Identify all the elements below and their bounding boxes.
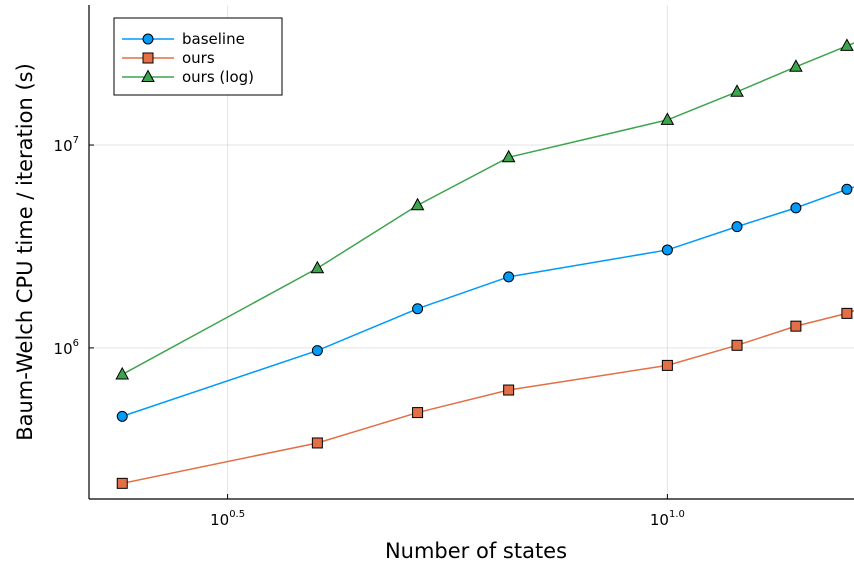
data-point xyxy=(790,320,802,332)
data-point xyxy=(503,384,515,396)
legend-box xyxy=(113,17,283,96)
legend-item-ours-log: ours (log) xyxy=(122,68,254,86)
legend-label: ours xyxy=(182,49,215,67)
data-point xyxy=(410,197,425,211)
legend-item-baseline: baseline xyxy=(122,30,245,48)
data-point xyxy=(116,410,128,422)
series-line xyxy=(121,186,854,418)
data-point xyxy=(115,366,130,380)
series-layer xyxy=(115,38,854,489)
data-point xyxy=(841,307,853,319)
data-point xyxy=(412,407,424,419)
data-point xyxy=(661,359,673,371)
y-axis-title: Baum-Welch CPU time / iteration (s) xyxy=(13,63,37,441)
x-axis-title: Number of states xyxy=(385,539,567,563)
data-point xyxy=(503,271,515,283)
series-baseline xyxy=(116,183,854,422)
data-point xyxy=(789,59,803,72)
data-point xyxy=(731,221,743,233)
data-point xyxy=(501,149,516,163)
legend-marker xyxy=(142,33,154,45)
data-point xyxy=(790,202,802,214)
y-tick-label: 106 xyxy=(54,338,79,358)
data-point xyxy=(311,437,323,449)
data-point xyxy=(841,183,853,195)
x-tick-label: 100.5 xyxy=(210,509,245,529)
data-point xyxy=(731,339,743,351)
data-point xyxy=(412,303,424,315)
legend-marker xyxy=(141,69,155,82)
legend-label: ours (log) xyxy=(182,68,254,86)
legend-marker xyxy=(142,52,154,64)
data-point xyxy=(311,345,323,357)
y-tick-label: 107 xyxy=(54,135,79,155)
data-point xyxy=(730,84,744,97)
series-line xyxy=(122,309,854,485)
series-ours-log xyxy=(115,38,854,380)
legend-label: baseline xyxy=(182,30,245,48)
x-tick-label: 101.0 xyxy=(650,509,685,529)
data-point xyxy=(116,477,128,489)
axes xyxy=(88,5,854,500)
legend-item-ours: ours xyxy=(122,49,215,67)
data-point xyxy=(660,112,675,125)
data-point xyxy=(661,244,673,256)
data-point xyxy=(840,38,854,51)
tick-labels: 100.5 101.0 106 107 xyxy=(54,135,685,529)
series-line xyxy=(121,42,854,376)
data-point xyxy=(310,260,325,274)
series-ours xyxy=(116,307,854,489)
